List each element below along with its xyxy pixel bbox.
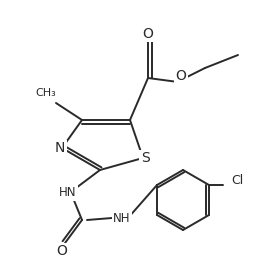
Text: NH: NH	[113, 211, 131, 224]
Text: Cl: Cl	[231, 173, 243, 186]
Text: HN: HN	[59, 186, 77, 200]
Text: N: N	[55, 141, 65, 155]
Text: S: S	[141, 151, 149, 165]
Text: O: O	[175, 69, 187, 83]
Text: O: O	[56, 244, 67, 258]
Text: O: O	[143, 27, 153, 41]
Text: CH₃: CH₃	[36, 88, 56, 98]
